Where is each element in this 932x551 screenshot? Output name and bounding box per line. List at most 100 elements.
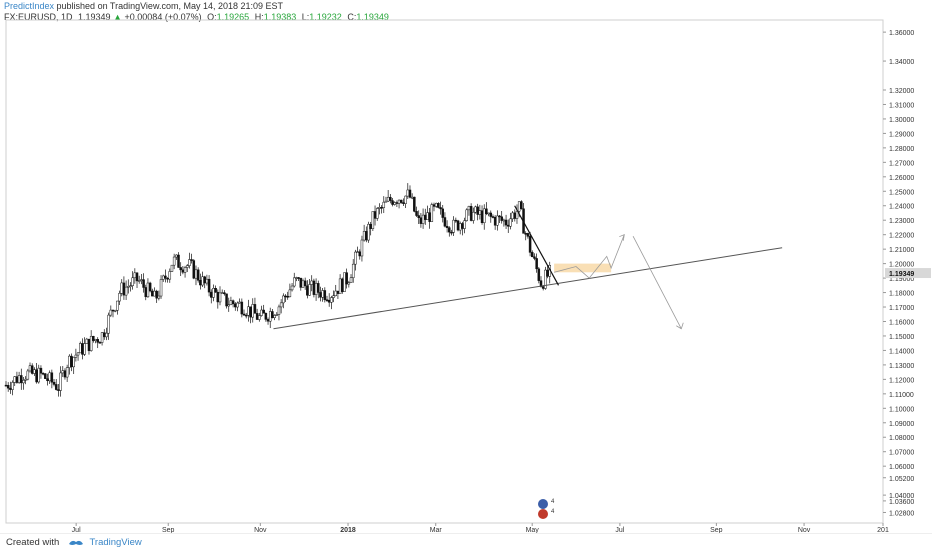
candle-body bbox=[13, 376, 16, 383]
candle-body bbox=[404, 195, 407, 204]
candle-body bbox=[330, 297, 333, 303]
candle-body bbox=[214, 288, 217, 293]
price-tick-label: 1.21000 bbox=[889, 247, 914, 254]
tradingview-link[interactable]: TradingView bbox=[89, 537, 142, 548]
candle-body bbox=[207, 278, 211, 293]
candle-body bbox=[332, 295, 335, 298]
candle-body bbox=[89, 335, 93, 351]
candle-body bbox=[443, 217, 447, 227]
candle-body bbox=[46, 378, 49, 382]
candle-body bbox=[314, 283, 318, 295]
candle-body bbox=[319, 292, 322, 298]
price-tick-label: 1.23000 bbox=[889, 218, 914, 225]
candle-body bbox=[448, 227, 451, 233]
candle-body bbox=[472, 211, 475, 221]
price-chart[interactable]: 1.36000 1.34000 1.32000 1.31000 1.30000 1.290… bbox=[0, 0, 932, 533]
candle-body bbox=[367, 223, 370, 241]
candle-body bbox=[275, 314, 279, 316]
candle-body bbox=[26, 370, 30, 380]
candle-body bbox=[476, 206, 479, 215]
candle-body bbox=[94, 339, 97, 341]
author-link[interactable]: PredictIndex bbox=[4, 1, 55, 11]
candle-body bbox=[478, 210, 482, 215]
candle-body bbox=[437, 203, 440, 208]
price-tick-label: 1.34000 bbox=[889, 59, 914, 66]
candle-body bbox=[17, 375, 21, 383]
candle-body bbox=[253, 304, 257, 314]
candle-body bbox=[439, 207, 442, 210]
candle-body bbox=[266, 319, 270, 322]
candle-body bbox=[194, 269, 198, 279]
candle-body bbox=[22, 379, 25, 384]
candle-body bbox=[506, 224, 510, 227]
candle-body bbox=[271, 311, 274, 319]
price-tick-label: 1.15000 bbox=[889, 334, 914, 341]
candle-body bbox=[30, 365, 34, 374]
candle-body bbox=[415, 211, 418, 216]
support-trendline bbox=[273, 247, 783, 330]
price-tick-label: 1.13000 bbox=[889, 363, 914, 370]
candle-body bbox=[386, 196, 390, 202]
candle-body bbox=[59, 372, 62, 391]
candle-body bbox=[513, 212, 517, 219]
candle-body bbox=[205, 278, 209, 284]
candle-body bbox=[288, 289, 292, 297]
candle-body bbox=[541, 286, 545, 289]
candle-body bbox=[166, 277, 169, 280]
candle-body bbox=[421, 214, 425, 224]
candle-body bbox=[474, 206, 477, 213]
candle-body bbox=[196, 269, 200, 281]
candle-body bbox=[120, 282, 123, 294]
candle-body bbox=[489, 212, 493, 217]
candle-body bbox=[113, 310, 117, 312]
price-tick-label: 1.07000 bbox=[889, 450, 914, 457]
time-tick-label: 2018 bbox=[340, 527, 356, 533]
price-tick-label: 1.31000 bbox=[889, 102, 914, 109]
candle-body bbox=[220, 292, 224, 294]
candle-body bbox=[500, 216, 503, 221]
candle-body bbox=[183, 267, 187, 273]
time-tick-label: Sep bbox=[162, 527, 175, 533]
candle-body bbox=[395, 202, 399, 204]
candle-body bbox=[303, 280, 307, 287]
candle-body bbox=[279, 302, 283, 308]
candle-body bbox=[349, 277, 353, 283]
high-label: H: bbox=[254, 12, 264, 22]
last-price: 1.19349 bbox=[78, 12, 111, 22]
projection-down-arrowhead bbox=[676, 322, 684, 330]
time-tick-label: 201 bbox=[877, 527, 889, 533]
candle-body bbox=[37, 367, 41, 383]
time-axis: Jul Sep Nov 2018 Mar May Jul Sep Nov 201 bbox=[6, 522, 889, 533]
time-tick-label: Jul bbox=[72, 527, 81, 533]
created-with-label: Created with bbox=[6, 537, 60, 548]
candle-body bbox=[11, 382, 14, 390]
candle-body bbox=[229, 300, 233, 306]
candle-body bbox=[103, 332, 106, 338]
candle-body bbox=[199, 280, 202, 286]
low-value: 1.19232 bbox=[309, 12, 342, 22]
candle-body bbox=[338, 278, 342, 294]
candle-body bbox=[345, 272, 348, 285]
candle-body bbox=[524, 233, 527, 235]
candle-body bbox=[72, 357, 75, 368]
candle-body bbox=[380, 207, 383, 209]
price-tick-label: 1.24000 bbox=[889, 204, 914, 211]
svg-text:4: 4 bbox=[551, 509, 555, 515]
price-tick-label: 1.29000 bbox=[889, 131, 914, 138]
event-markers[interactable]: 4 4 bbox=[538, 499, 555, 519]
candle-body bbox=[325, 299, 329, 301]
time-tick-label: Sep bbox=[710, 527, 723, 533]
candle-body bbox=[445, 225, 449, 228]
candle-body bbox=[480, 210, 484, 223]
candle-body bbox=[159, 279, 163, 297]
candle-body bbox=[54, 384, 58, 390]
candle-body bbox=[413, 196, 416, 212]
price-tick-label: 1.18000 bbox=[889, 291, 914, 298]
price-tick-label: 1.30000 bbox=[889, 117, 914, 124]
candle-body bbox=[249, 306, 252, 318]
price-tick-label: 1.17000 bbox=[889, 305, 914, 312]
candle-body bbox=[365, 231, 368, 241]
candle-body bbox=[181, 269, 185, 273]
candle-body bbox=[148, 282, 152, 292]
candle-body bbox=[168, 271, 172, 280]
